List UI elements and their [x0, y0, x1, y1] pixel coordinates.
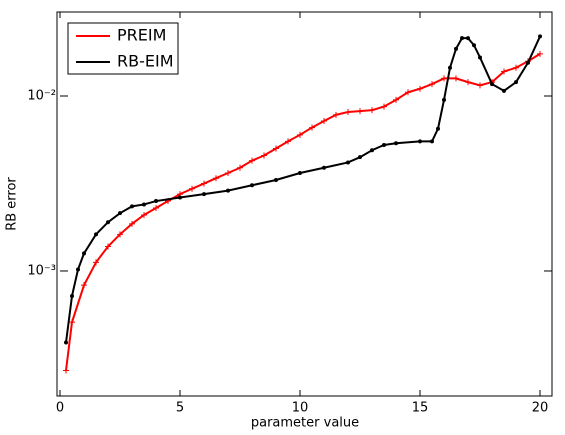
- point-marker: [477, 82, 483, 89]
- point-marker: [130, 204, 134, 209]
- point-marker: [117, 231, 123, 238]
- point-marker: [369, 107, 375, 114]
- point-marker: [76, 267, 80, 272]
- point-marker: [526, 60, 530, 65]
- point-marker: [537, 50, 543, 57]
- point-marker: [466, 36, 470, 41]
- point-marker: [64, 340, 68, 345]
- point-marker: [448, 65, 452, 70]
- legend-label: PREIM: [117, 26, 166, 45]
- point-marker: [345, 109, 351, 116]
- y-tick-label: 10⁻²: [27, 88, 56, 103]
- point-marker: [225, 170, 231, 177]
- point-marker: [273, 145, 279, 152]
- point-marker: [142, 202, 146, 207]
- point-marker: [358, 155, 362, 160]
- point-marker: [321, 117, 327, 124]
- point-marker: [129, 220, 135, 227]
- point-marker: [370, 148, 374, 153]
- x-axis-label: parameter value: [251, 416, 359, 431]
- point-marker: [201, 180, 207, 187]
- point-marker: [93, 259, 99, 266]
- point-marker: [453, 75, 459, 82]
- point-marker: [189, 185, 195, 192]
- point-marker: [382, 142, 386, 147]
- point-marker: [381, 103, 387, 110]
- point-marker: [513, 64, 519, 71]
- point-marker: [213, 175, 219, 182]
- x-tick-label: 0: [56, 401, 64, 416]
- point-marker: [502, 88, 506, 93]
- point-marker: [322, 165, 326, 170]
- point-marker: [418, 139, 422, 144]
- point-marker: [274, 178, 278, 183]
- point-marker: [333, 111, 339, 118]
- point-marker: [202, 192, 206, 197]
- point-marker: [490, 82, 494, 87]
- legend-box: [67, 22, 179, 75]
- point-marker: [249, 157, 255, 164]
- point-marker: [285, 138, 291, 145]
- point-marker: [501, 68, 507, 75]
- point-marker: [405, 89, 411, 96]
- point-marker: [429, 81, 435, 88]
- plot-frame: [56, 11, 553, 397]
- point-marker: [417, 85, 423, 92]
- point-marker: [436, 126, 440, 131]
- point-marker: [298, 171, 302, 176]
- x-tick-label: 5: [176, 401, 184, 416]
- point-marker: [250, 183, 254, 188]
- point-marker: [153, 205, 159, 212]
- point-marker: [141, 211, 147, 218]
- point-marker: [237, 164, 243, 171]
- point-marker: [94, 232, 98, 237]
- point-marker: [63, 367, 69, 374]
- point-marker: [106, 220, 110, 225]
- point-marker: [441, 75, 447, 82]
- x-tick-label: 15: [412, 401, 429, 416]
- point-marker: [393, 96, 399, 103]
- point-marker: [465, 79, 471, 86]
- point-marker: [454, 46, 458, 51]
- point-marker: [309, 124, 315, 131]
- point-marker: [460, 36, 464, 41]
- x-tick-label: 10: [292, 401, 309, 416]
- point-marker: [346, 160, 350, 165]
- point-marker: [478, 55, 482, 60]
- point-marker: [430, 139, 434, 144]
- point-marker: [261, 152, 267, 159]
- point-marker: [538, 34, 542, 39]
- point-marker: [82, 251, 86, 256]
- point-marker: [154, 199, 158, 204]
- point-marker: [514, 80, 518, 85]
- point-marker: [81, 282, 87, 289]
- point-marker: [297, 131, 303, 138]
- x-tick-label: 20: [532, 401, 549, 416]
- point-marker: [394, 141, 398, 146]
- point-marker: [442, 97, 446, 102]
- point-marker: [357, 108, 363, 115]
- y-tick-label: 10⁻³: [27, 263, 56, 278]
- point-marker: [118, 211, 122, 216]
- point-marker: [70, 293, 74, 298]
- point-marker: [69, 319, 75, 326]
- point-marker: [226, 188, 230, 193]
- legend-label: RB-EIM: [117, 52, 174, 71]
- point-marker: [105, 243, 111, 250]
- point-marker: [178, 195, 182, 200]
- point-marker: [472, 43, 476, 48]
- y-axis-label: RB error: [5, 177, 20, 231]
